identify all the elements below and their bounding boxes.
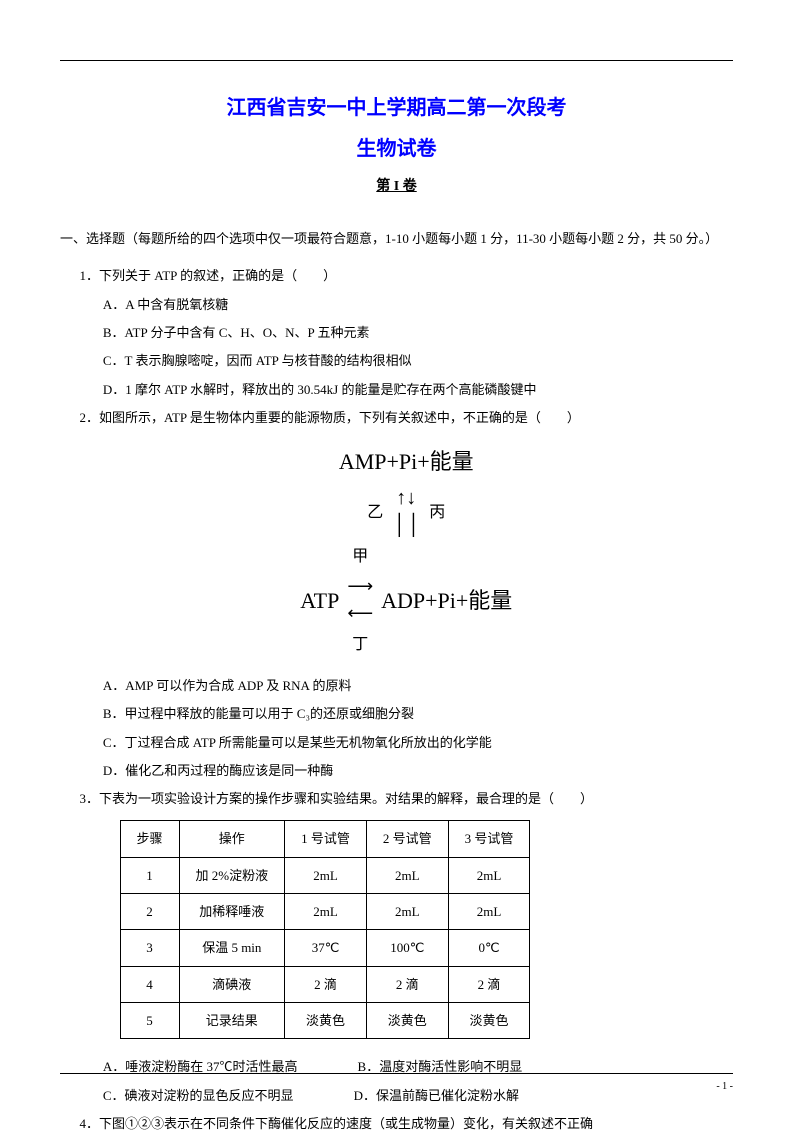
diagram-bottom-right: ADP+Pi+能量: [381, 578, 512, 624]
q2-option-a: A．AMP 可以作为合成 ADP 及 RNA 的原料: [80, 672, 734, 699]
table-row: 3 保温 5 min 37℃ 100℃ 0℃: [120, 930, 530, 966]
table-header: 3 号试管: [448, 821, 530, 857]
table-header: 操作: [179, 821, 285, 857]
q3-option-b: B．温度对酶活性影响不明显: [358, 1053, 523, 1080]
q1-option-c: C．T 表示胸腺嘧啶，因而 ATP 与核苷酸的结构很相似: [80, 347, 734, 374]
table-cell: 2mL: [366, 894, 448, 930]
q4-stem: 4．下图①②③表示在不同条件下酶催化反应的速度（或生成物量）变化，有关叙述不正确: [99, 1110, 733, 1137]
table-cell: 2mL: [366, 857, 448, 893]
table-cell: 淡黄色: [366, 1002, 448, 1038]
table-row: 4 滴碘液 2 滴 2 滴 2 滴: [120, 966, 530, 1002]
table-cell: 2mL: [285, 857, 367, 893]
title-part: 第 I 卷: [60, 175, 733, 195]
table-header-row: 步骤 操作 1 号试管 2 号试管 3 号试管: [120, 821, 530, 857]
diagram-label-bottom: 丁: [352, 636, 368, 653]
q2-option-b: B．甲过程中释放的能量可以用于 C₃的还原或细胞分裂: [80, 700, 734, 727]
table-cell: 加 2%淀粉液: [179, 857, 285, 893]
title-main: 江西省吉安一中上学期高二第一次段考: [60, 91, 733, 120]
table-cell: 记录结果: [179, 1002, 285, 1038]
diagram-label-left: 乙: [367, 496, 383, 530]
table-cell: 100℃: [366, 930, 448, 966]
title-sub: 生物试卷: [60, 132, 733, 161]
q1-stem: 1．下列关于 ATP 的叙述，正确的是（ ）: [99, 262, 733, 289]
table-cell: 1: [120, 857, 179, 893]
table-cell: 2: [120, 894, 179, 930]
diagram-top: AMP+Pi+能量: [339, 439, 474, 485]
q2-diagram: AMP+Pi+能量 乙 ↑↓ ││ 丙 ATP 甲 ⟶ ⟵ 丁 ADP+Pi+能…: [80, 439, 734, 662]
table-cell: 2 滴: [448, 966, 530, 1002]
section-intro: 一、选择题（每题所给的四个选项中仅一项最符合题意，1-10 小题每小题 1 分，…: [60, 225, 733, 254]
question-1: 1．下列关于 ATP 的叙述，正确的是（ ） A．A 中含有脱氧核糖 B．ATP…: [60, 262, 733, 403]
question-4: 4．下图①②③表示在不同条件下酶催化反应的速度（或生成物量）变化，有关叙述不正确: [60, 1110, 733, 1137]
table-header: 步骤: [120, 821, 179, 857]
up-down-arrows-icon: ↑↓ ││: [391, 486, 421, 541]
table-cell: 3: [120, 930, 179, 966]
table-header: 1 号试管: [285, 821, 367, 857]
top-rule: [60, 60, 733, 61]
q3-options-row1: A．唾液淀粉酶在 37℃时活性最高 B．温度对酶活性影响不明显: [80, 1053, 734, 1080]
diagram-label-right: 丙: [429, 496, 445, 530]
q3-table: 步骤 操作 1 号试管 2 号试管 3 号试管 1 加 2%淀粉液 2mL 2m…: [120, 820, 531, 1039]
table-cell: 淡黄色: [448, 1002, 530, 1038]
table-cell: 保温 5 min: [179, 930, 285, 966]
page-number: - 1 -: [716, 1081, 733, 1092]
table-cell: 0℃: [448, 930, 530, 966]
table-cell: 加稀释唾液: [179, 894, 285, 930]
question-3: 3．下表为一项实验设计方案的操作步骤和实验结果。对结果的解释，最合理的是（ ） …: [60, 785, 733, 1109]
table-cell: 2 滴: [366, 966, 448, 1002]
q2-stem: 2．如图所示，ATP 是生物体内重要的能源物质，下列有关叙述中，不正确的是（ ）: [99, 404, 733, 431]
table-row: 2 加稀释唾液 2mL 2mL 2mL: [120, 894, 530, 930]
q3-option-d: D．保温前酶已催化淀粉水解: [354, 1082, 519, 1109]
table-row: 1 加 2%淀粉液 2mL 2mL 2mL: [120, 857, 530, 893]
table-cell: 5: [120, 1002, 179, 1038]
table-cell: 2mL: [448, 894, 530, 930]
table-cell: 2mL: [448, 857, 530, 893]
table-cell: 淡黄色: [285, 1002, 367, 1038]
bottom-rule: [60, 1073, 733, 1074]
question-2: 2．如图所示，ATP 是生物体内重要的能源物质，下列有关叙述中，不正确的是（ ）…: [60, 404, 733, 784]
table-row: 5 记录结果 淡黄色 淡黄色 淡黄色: [120, 1002, 530, 1038]
q2-option-c: C．丁过程合成 ATP 所需能量可以是某些无机物氧化所放出的化学能: [80, 729, 734, 756]
q1-option-a: A．A 中含有脱氧核糖: [80, 291, 734, 318]
horizontal-arrows-icon: 甲 ⟶ ⟵ 丁: [347, 540, 373, 662]
q3-option-a: A．唾液淀粉酶在 37℃时活性最高: [103, 1053, 298, 1080]
table-header: 2 号试管: [366, 821, 448, 857]
q1-option-d: D．1 摩尔 ATP 水解时，释放出的 30.54kJ 的能量是贮存在两个高能磷…: [80, 376, 734, 403]
q3-stem: 3．下表为一项实验设计方案的操作步骤和实验结果。对结果的解释，最合理的是（ ）: [99, 785, 733, 812]
diagram-bottom-left: ATP: [300, 578, 339, 624]
q3-options-row2: C．碘液对淀粉的显色反应不明显 D．保温前酶已催化淀粉水解: [80, 1082, 734, 1109]
q2-option-d: D．催化乙和丙过程的酶应该是同一种酶: [80, 757, 734, 784]
table-cell: 37℃: [285, 930, 367, 966]
table-cell: 2mL: [285, 894, 367, 930]
table-cell: 滴碘液: [179, 966, 285, 1002]
diagram-label-top: 甲: [352, 548, 368, 565]
q1-option-b: B．ATP 分子中含有 C、H、O、N、P 五种元素: [80, 319, 734, 346]
table-cell: 2 滴: [285, 966, 367, 1002]
q3-option-c: C．碘液对淀粉的显色反应不明显: [103, 1082, 294, 1109]
table-cell: 4: [120, 966, 179, 1002]
